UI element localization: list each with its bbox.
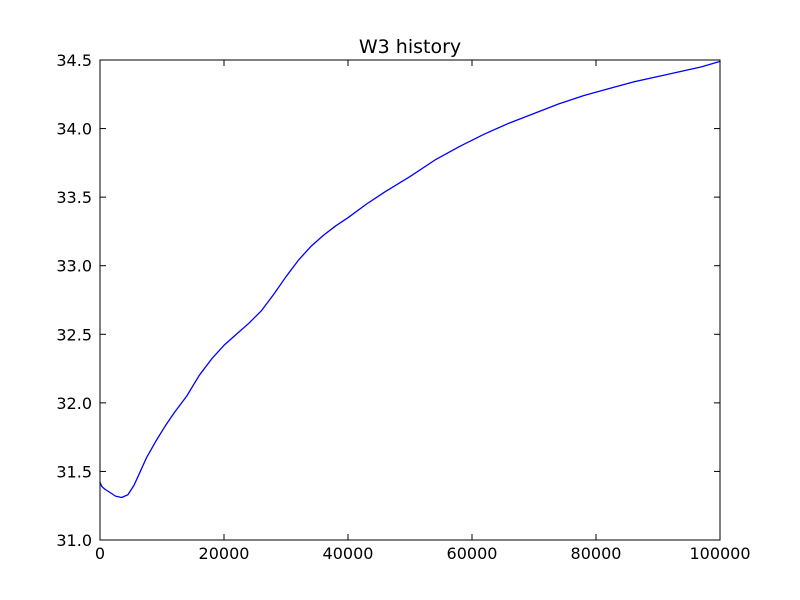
chart-title: W3 history [359,36,461,58]
plot-area-frame [99,59,721,541]
x-tick-label: 60000 [447,544,498,563]
x-tick-label: 0 [95,544,105,563]
y-tick-label: 33.5 [56,188,92,207]
x-tick-label: 100000 [689,544,750,563]
y-axis: 31.0 31.5 32.0 32.5 33.0 33.5 34.0 34.5 [56,51,720,550]
y-tick-label: 32.0 [56,394,92,413]
x-axis: 0 20000 40000 60000 80000 100000 [95,60,751,563]
y-tick-label: 31.5 [56,462,92,481]
y-tick-label: 31.0 [56,531,92,550]
x-tick-label: 40000 [323,544,374,563]
y-tick-label: 32.5 [56,325,92,344]
x-tick-label: 20000 [199,544,250,563]
y-tick-label: 34.0 [56,120,92,139]
y-tick-label: 33.0 [56,257,92,276]
y-tick-label: 34.5 [56,51,92,70]
series-layer [99,60,721,499]
series-line-0 [99,60,721,499]
x-tick-label: 80000 [571,544,622,563]
